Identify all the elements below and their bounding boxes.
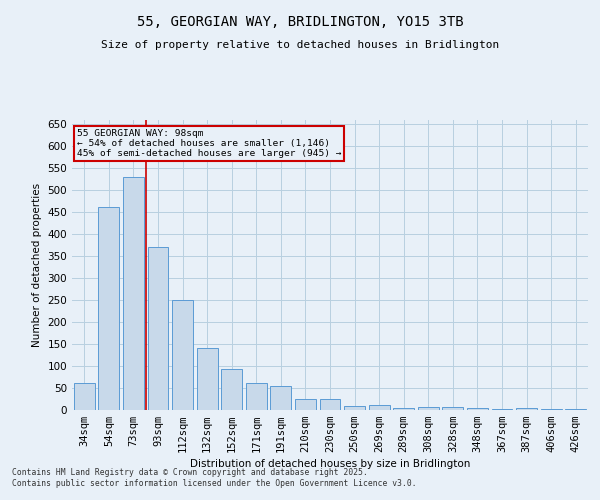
Bar xyxy=(123,177,144,410)
Bar xyxy=(320,399,340,410)
Bar xyxy=(516,408,537,410)
Bar xyxy=(295,399,316,410)
Bar xyxy=(246,383,267,410)
Y-axis label: Number of detached properties: Number of detached properties xyxy=(32,183,42,347)
Bar xyxy=(172,300,193,410)
Bar xyxy=(442,407,463,410)
Bar xyxy=(74,383,95,410)
Bar xyxy=(467,408,488,410)
Text: 55 GEORGIAN WAY: 98sqm
← 54% of detached houses are smaller (1,146)
45% of semi-: 55 GEORGIAN WAY: 98sqm ← 54% of detached… xyxy=(77,128,341,158)
Bar xyxy=(221,369,242,410)
Bar xyxy=(197,348,218,410)
Bar xyxy=(148,248,169,410)
Bar xyxy=(418,407,439,410)
Bar xyxy=(541,409,562,410)
Bar xyxy=(271,386,292,410)
Bar xyxy=(98,207,119,410)
Text: Size of property relative to detached houses in Bridlington: Size of property relative to detached ho… xyxy=(101,40,499,50)
Text: Contains HM Land Registry data © Crown copyright and database right 2025.
Contai: Contains HM Land Registry data © Crown c… xyxy=(12,468,416,487)
Text: 55, GEORGIAN WAY, BRIDLINGTON, YO15 3TB: 55, GEORGIAN WAY, BRIDLINGTON, YO15 3TB xyxy=(137,15,463,29)
Bar xyxy=(344,406,365,410)
Bar xyxy=(368,404,389,410)
Bar xyxy=(491,409,512,410)
Bar xyxy=(393,408,414,410)
X-axis label: Distribution of detached houses by size in Bridlington: Distribution of detached houses by size … xyxy=(190,460,470,469)
Bar xyxy=(565,408,586,410)
